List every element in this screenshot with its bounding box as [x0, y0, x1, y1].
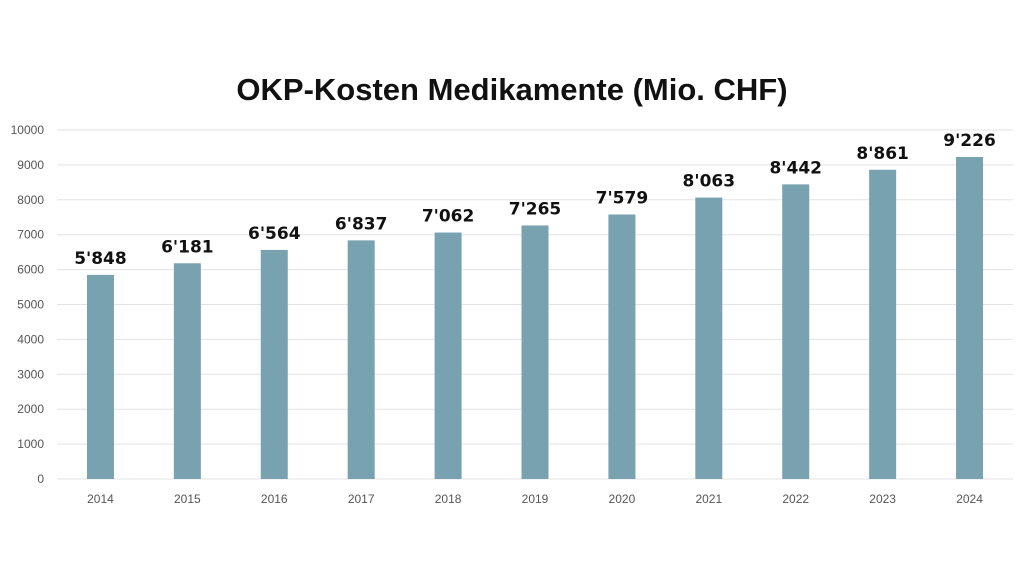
bar — [869, 169, 897, 479]
y-tick-label: 3000 — [17, 367, 44, 381]
x-tick-label: 2021 — [695, 492, 722, 506]
y-tick-label: 2000 — [17, 402, 44, 416]
data-label: 8'861 — [856, 144, 909, 164]
bar — [260, 249, 288, 479]
data-label: 6'564 — [248, 224, 301, 244]
x-tick-label: 2018 — [435, 492, 462, 506]
y-axis-ticks: 0 1000 2000 3000 4000 5000 6000 7000 8000 9000 100… — [11, 123, 45, 486]
y-tick-label: 5000 — [17, 298, 44, 312]
x-tick-label: 2015 — [174, 492, 201, 506]
bar — [173, 263, 201, 479]
data-label: 6'837 — [335, 214, 388, 234]
data-label: 9'226 — [943, 131, 996, 151]
bars — [86, 157, 984, 479]
data-label: 7'579 — [596, 188, 649, 208]
x-tick-label: 2020 — [609, 492, 636, 506]
bar — [782, 184, 810, 479]
x-tick-label: 2022 — [782, 492, 809, 506]
x-axis-ticks: 2014 2015 2016 2017 2018 2019 2020 2021 2022 2023… — [87, 492, 983, 506]
bar — [608, 214, 636, 479]
y-tick-label: 8000 — [17, 193, 44, 207]
data-label: 7'062 — [422, 207, 475, 227]
bar — [521, 225, 549, 479]
data-label: 7'265 — [509, 199, 562, 219]
y-tick-label: 4000 — [17, 332, 44, 346]
x-tick-label: 2016 — [261, 492, 288, 506]
bar — [86, 274, 114, 479]
data-label: 6'181 — [161, 237, 214, 257]
x-tick-label: 2014 — [87, 492, 114, 506]
y-tick-label: 9000 — [17, 158, 44, 172]
bar — [434, 232, 462, 479]
x-tick-label: 2019 — [522, 492, 549, 506]
bar — [695, 197, 723, 479]
y-tick-label: 7000 — [17, 228, 44, 242]
bar — [347, 240, 375, 479]
y-tick-label: 6000 — [17, 263, 44, 277]
x-tick-label: 2024 — [956, 492, 983, 506]
x-tick-label: 2023 — [869, 492, 896, 506]
y-tick-label: 0 — [37, 472, 44, 486]
data-label: 8'063 — [683, 172, 736, 192]
data-label: 8'442 — [769, 158, 822, 178]
y-tick-label: 10000 — [11, 123, 45, 137]
bar — [956, 157, 984, 479]
chart-title: OKP-Kosten Medikamente (Mio. CHF) — [236, 72, 788, 107]
data-label: 5'848 — [74, 249, 127, 269]
x-tick-label: 2017 — [348, 492, 375, 506]
y-tick-label: 1000 — [17, 437, 44, 451]
data-labels: 5'848 6'181 6'564 6'837 7'062 7'265 7'579 8'063… — [74, 131, 996, 269]
